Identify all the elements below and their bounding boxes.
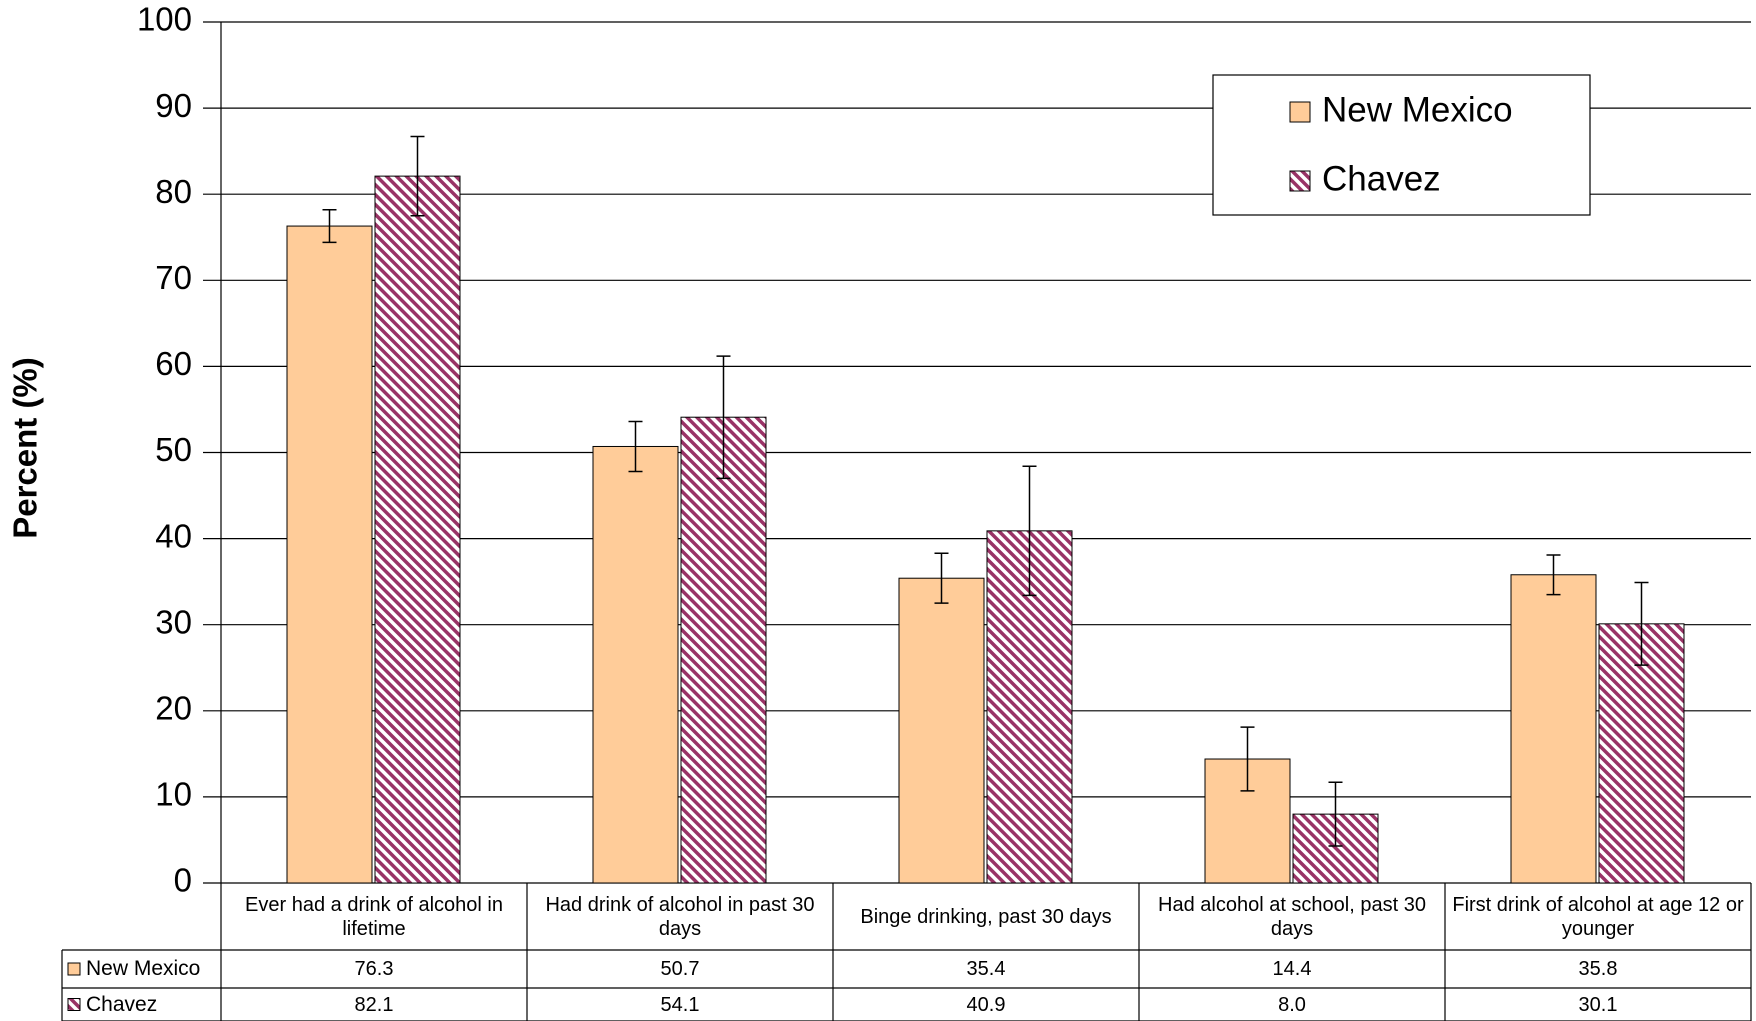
y-tick-label: 90 (155, 87, 192, 124)
bar (286, 225, 373, 884)
y-tick-label: 80 (155, 173, 192, 210)
bar (1510, 574, 1597, 884)
legend-label: Chavez (1322, 159, 1441, 198)
error-bar (934, 552, 949, 604)
error-bar (1328, 781, 1343, 847)
y-tick-label: 40 (155, 517, 192, 554)
bar (898, 577, 985, 884)
table-value: 76.3 (354, 958, 394, 980)
y-tick-label: 10 (155, 776, 192, 813)
x-tick-label: Had drink of alcohol in past 30 days (545, 893, 815, 940)
error-bar (1240, 726, 1255, 792)
x-tick-label: Ever had a drink of alcohol in lifetime (245, 893, 503, 940)
legend-label: New Mexico (1322, 90, 1513, 129)
y-tick-label: 100 (137, 1, 192, 38)
y-tick-label: 30 (155, 603, 192, 640)
y-tick-label: 20 (155, 690, 192, 727)
error-bar (1022, 465, 1037, 597)
legend-box (1212, 74, 1591, 216)
x-tick-label: Binge drinking, past 30 days (860, 905, 1112, 928)
table-swatch (67, 998, 81, 1011)
bar (680, 416, 767, 884)
table-row-header: New Mexico (86, 957, 201, 980)
table-value: 54.1 (660, 993, 700, 1016)
y-tick-label: 70 (155, 259, 192, 296)
y-tick-label: 60 (155, 345, 192, 382)
error-bar (410, 135, 425, 217)
table-value: 50.7 (660, 958, 700, 980)
error-bar (716, 355, 731, 480)
y-tick-label: 0 (174, 862, 192, 899)
legend-swatch (1289, 170, 1311, 192)
bar (1598, 623, 1685, 884)
table-row-header: Chavez (86, 992, 158, 1016)
table-value: 82.1 (354, 993, 394, 1016)
bar (592, 445, 679, 884)
table-value: 40.9 (966, 993, 1006, 1016)
bar (374, 175, 461, 884)
table-swatch (67, 962, 81, 976)
error-bar (322, 208, 337, 244)
x-tick-label: Had alcohol at school, past 30 days (1158, 893, 1426, 940)
table-value: 8.0 (1278, 993, 1306, 1016)
error-bar (628, 420, 643, 473)
y-axis-title: Percent (%) (7, 357, 44, 539)
y-tick-label: 50 (155, 431, 192, 468)
error-bar (1546, 554, 1561, 596)
legend-swatch (1289, 101, 1311, 123)
table-value: 30.1 (1578, 993, 1618, 1016)
error-bar (1634, 581, 1649, 666)
table-value: 14.4 (1272, 958, 1312, 980)
x-tick-label: First drink of alcohol at age 12 or youn… (1452, 893, 1744, 940)
table-value: 35.8 (1578, 958, 1618, 980)
table-value: 35.4 (966, 958, 1006, 980)
